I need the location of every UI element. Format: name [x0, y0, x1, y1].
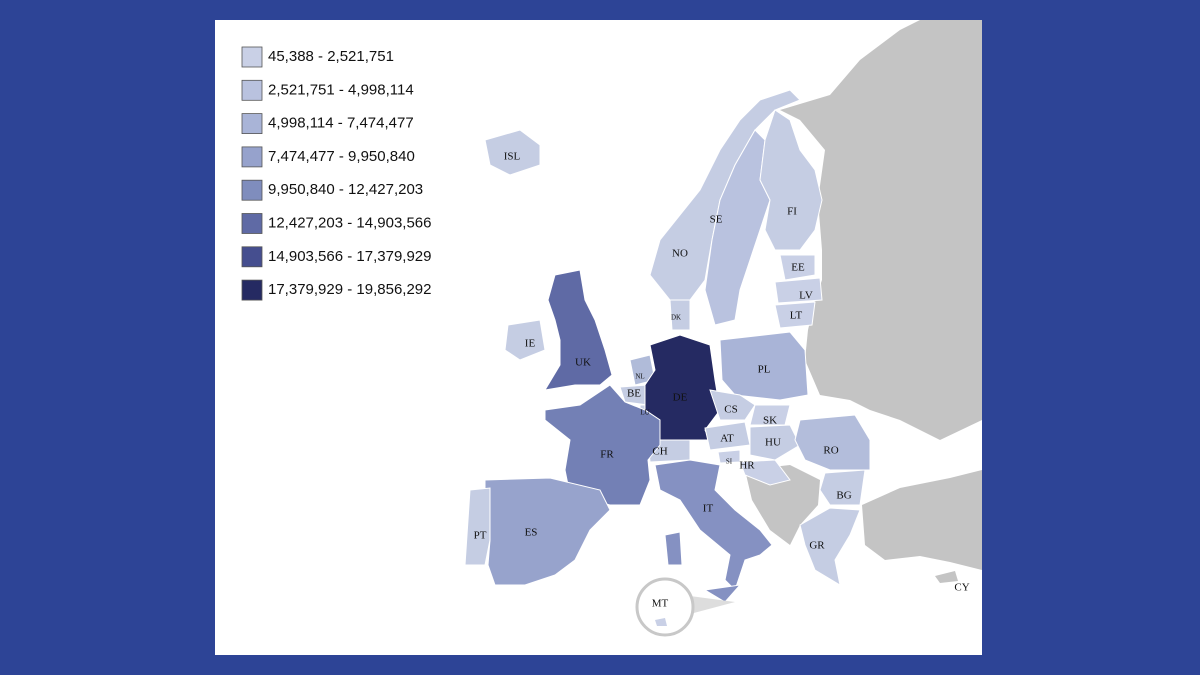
legend-label: 2,521,751 - 4,998,114 — [268, 81, 414, 98]
country-label: AT — [720, 433, 734, 445]
estonia — [779, 254, 816, 281]
legend-label: 9,950,840 - 12,427,203 — [268, 181, 423, 198]
country-label: LT — [790, 310, 803, 322]
country-label: SI — [726, 458, 733, 466]
legend-label: 45,388 - 2,521,751 — [268, 48, 394, 65]
greece — [799, 507, 861, 587]
portugal — [464, 487, 491, 566]
cyprus — [935, 571, 958, 583]
country-label: PL — [758, 364, 771, 376]
poland — [719, 331, 809, 401]
legend-label: 4,998,114 - 7,474,477 — [268, 115, 414, 132]
inset-circle — [635, 577, 695, 637]
czechia — [709, 389, 756, 421]
sardinia — [664, 531, 683, 566]
russia-region — [780, 20, 982, 440]
country-label: CH — [652, 446, 667, 458]
country-label: LU — [640, 409, 649, 417]
country-label: PT — [474, 530, 487, 542]
iceland — [484, 129, 541, 176]
balkans — [745, 465, 820, 545]
turkey — [862, 470, 982, 570]
hungary — [749, 424, 801, 461]
country-label: FI — [787, 206, 797, 218]
romania — [794, 414, 871, 471]
latvia — [774, 277, 823, 304]
legend-swatch — [241, 146, 263, 168]
country-label: IT — [703, 503, 714, 515]
country-label: UK — [575, 357, 591, 369]
country-label: LV — [799, 290, 813, 302]
eu-countries — [464, 89, 871, 603]
non-eu-land — [745, 20, 982, 583]
united-kingdom — [544, 269, 613, 391]
country-label: CS — [724, 404, 737, 416]
legend-label: 12,427,203 - 14,903,566 — [268, 214, 431, 231]
inset-pointer — [690, 596, 735, 614]
italy — [654, 459, 773, 591]
legend-swatch — [241, 246, 263, 268]
finland — [759, 109, 823, 251]
country-label: NL — [635, 373, 644, 381]
country-label: DE — [673, 392, 688, 404]
legend-label: 14,903,566 - 17,379,929 — [268, 248, 431, 265]
legend-swatch — [241, 113, 263, 134]
country-label: SE — [710, 214, 723, 226]
lithuania — [774, 301, 816, 329]
country-label: BE — [627, 388, 641, 400]
legend-swatch — [241, 179, 263, 201]
legend-swatch — [241, 213, 263, 234]
country-labels: ISL SE FI NO EE LV LT DK IE UK NL BE LU … — [474, 151, 970, 610]
bulgaria — [819, 469, 866, 506]
croatia — [739, 459, 791, 486]
country-label: IE — [525, 338, 536, 350]
country-label: NO — [672, 248, 688, 260]
france — [544, 384, 661, 506]
country-label: ISL — [504, 151, 521, 163]
legend-label: 7,474,477 - 9,950,840 — [268, 148, 415, 165]
country-label: FR — [600, 449, 614, 461]
norway — [649, 89, 801, 301]
country-label: HU — [765, 437, 781, 449]
country-label: SK — [763, 415, 777, 427]
legend-swatch — [241, 46, 263, 68]
country-label: EE — [791, 262, 805, 274]
legend-swatch — [241, 79, 263, 101]
sicily — [703, 584, 742, 603]
country-label: DK — [671, 314, 681, 322]
country-label: HR — [739, 460, 755, 472]
ireland — [504, 319, 546, 361]
denmark — [669, 299, 691, 331]
malta — [655, 618, 667, 626]
legend: 45,388 - 2,521,751 2,521,751 - 4,998,114 4… — [241, 46, 431, 301]
country-label: MT — [652, 598, 669, 610]
country-label: BG — [836, 490, 851, 502]
malta-inset — [635, 577, 735, 637]
country-label: ES — [525, 527, 538, 539]
country-label: GR — [809, 540, 825, 552]
legend-swatch — [241, 279, 263, 301]
country-label: CY — [954, 582, 969, 594]
legend-label: 17,379,929 - 19,856,292 — [268, 281, 431, 298]
sweden — [704, 129, 771, 326]
country-label: RO — [823, 445, 838, 457]
